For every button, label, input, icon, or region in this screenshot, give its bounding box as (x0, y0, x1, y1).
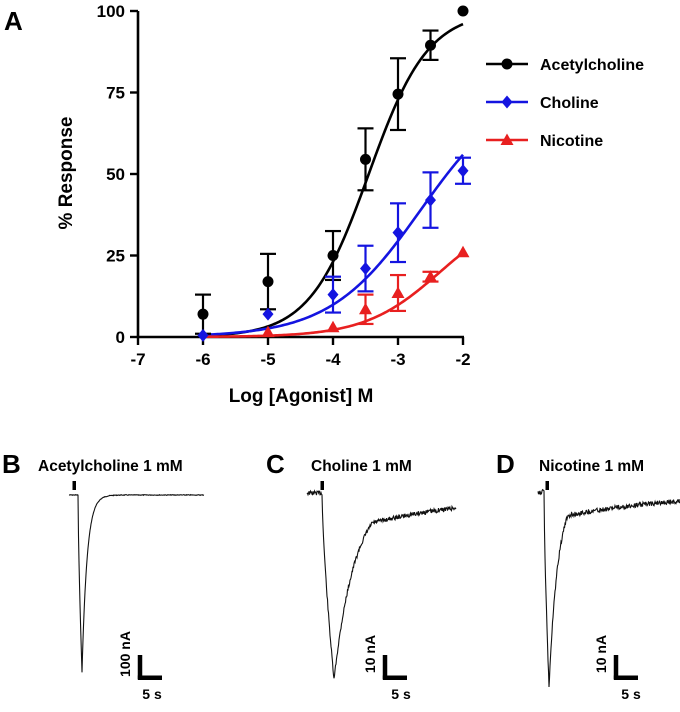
current-trace-choline (306, 481, 457, 679)
data-point-acetylcholine (360, 153, 371, 165)
data-point-nicotine (424, 270, 437, 282)
scale-y-label-nicotine: 10 nA (593, 635, 609, 673)
trace-title-acetylcholine: Acetylcholine 1 mM (38, 458, 183, 475)
data-point-choline (457, 164, 469, 178)
data-points (197, 5, 470, 342)
error-bars (195, 29, 471, 335)
data-point-acetylcholine (197, 308, 209, 320)
scale-y-label-choline: 10 nA (362, 635, 378, 673)
panel-letter-a: A (4, 6, 23, 36)
x-tick-label: -3 (390, 350, 405, 369)
data-point-nicotine (456, 245, 470, 258)
data-point-choline (360, 262, 371, 276)
data-point-nicotine (391, 286, 405, 298)
data-point-choline (197, 328, 209, 342)
scale-x-label-acetylcholine: 5 s (142, 686, 162, 702)
trace-title-choline: Choline 1 mM (311, 458, 412, 475)
legend: Acetylcholine Choline Nicotine (486, 57, 644, 150)
y-tick-label: 25 (106, 247, 125, 266)
panel-letter-b: B (2, 449, 21, 479)
x-tick-label: -7 (130, 350, 145, 369)
scale-x-label-choline: 5 s (391, 686, 411, 702)
legend-item-acetylcholine: Acetylcholine (486, 57, 644, 74)
data-point-nicotine (261, 325, 275, 338)
x-tick-label: -2 (455, 350, 470, 369)
scale-x-label-nicotine: 5 s (621, 686, 641, 702)
current-trace-nicotine (537, 481, 680, 687)
scale-bar-choline (382, 655, 407, 681)
axes: 0 25 50 75 100 -7 -6 -5 -4 -3 -2 (97, 2, 471, 369)
data-point-acetylcholine (457, 5, 469, 17)
data-point-choline (327, 288, 339, 302)
panel-letter-c: C (266, 449, 285, 479)
data-point-acetylcholine (262, 276, 274, 288)
data-point-acetylcholine (425, 39, 436, 51)
legend-label: Choline (540, 95, 599, 112)
x-axis-title: Log [Agonist] M (229, 386, 374, 407)
x-tick-label: -5 (260, 350, 275, 369)
current-trace-acetylcholine (68, 481, 205, 673)
panel-letter-d: D (496, 449, 515, 479)
current-trace-line (306, 489, 457, 679)
trace-title-nicotine: Nicotine 1 mM (539, 458, 644, 475)
current-trace-line (68, 493, 205, 673)
legend-label: Acetylcholine (540, 57, 644, 74)
agonist-application-bar (72, 481, 76, 490)
data-point-choline (392, 226, 404, 240)
data-point-acetylcholine (327, 250, 339, 261)
y-tick-label: 75 (106, 84, 125, 103)
data-point-choline (262, 307, 274, 321)
scale-bar-acetylcholine (137, 655, 162, 681)
legend-item-choline: Choline (486, 95, 599, 112)
scale-bar-nicotine (613, 655, 638, 681)
legend-item-nicotine: Nicotine (486, 133, 603, 150)
current-trace-line (537, 488, 680, 687)
agonist-application-bar (545, 481, 549, 490)
y-tick-label: 100 (97, 2, 125, 21)
legend-marker (501, 95, 513, 109)
legend-label: Nicotine (540, 133, 603, 150)
data-point-acetylcholine (392, 88, 404, 100)
x-tick-label: -4 (325, 350, 341, 369)
data-point-choline (425, 193, 436, 207)
legend-marker (501, 58, 513, 70)
agonist-application-bar (320, 481, 324, 490)
y-axis-title: % Response (56, 117, 77, 230)
y-tick-label: 50 (106, 165, 125, 184)
scale-y-label-acetylcholine: 100 nA (117, 631, 133, 677)
y-tick-label: 0 (116, 328, 125, 347)
data-point-nicotine (359, 302, 372, 315)
legend-marker (500, 133, 514, 145)
data-point-nicotine (326, 320, 340, 333)
dose-response-plot: 0 25 50 75 100 -7 -6 -5 -4 -3 -2 % Response Log [A… (56, 2, 471, 407)
x-tick-label: -6 (195, 350, 210, 369)
